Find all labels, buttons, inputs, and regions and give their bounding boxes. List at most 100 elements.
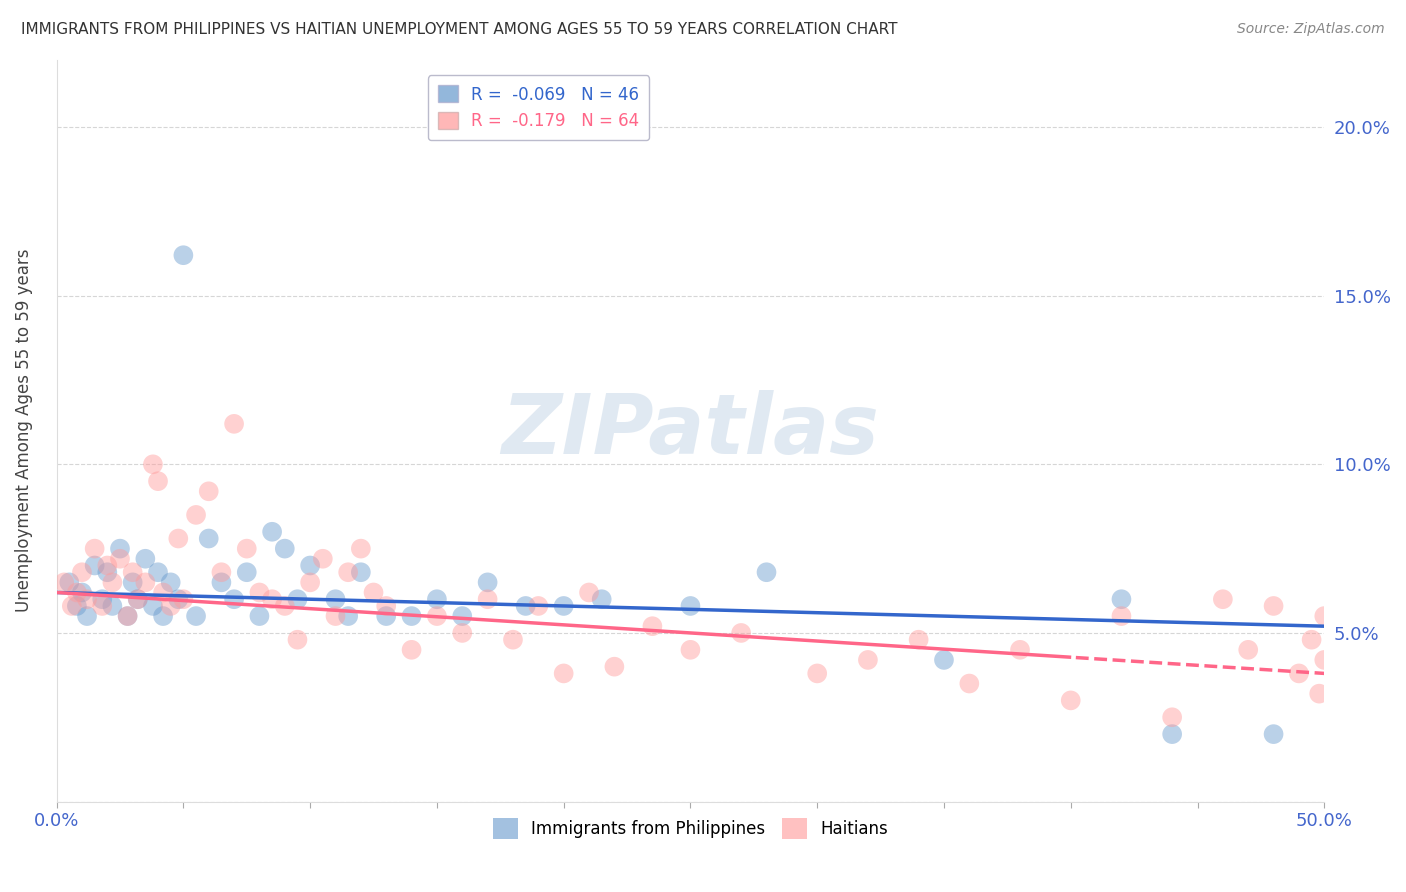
Point bbox=[527, 599, 550, 613]
Point bbox=[249, 609, 271, 624]
Point bbox=[83, 558, 105, 573]
Point bbox=[172, 592, 194, 607]
Point bbox=[142, 458, 165, 472]
Point bbox=[287, 632, 309, 647]
Point bbox=[91, 592, 114, 607]
Point bbox=[1313, 609, 1336, 624]
Point bbox=[375, 599, 398, 613]
Point bbox=[262, 524, 284, 539]
Point bbox=[58, 575, 80, 590]
Point bbox=[184, 508, 207, 522]
Point bbox=[856, 653, 879, 667]
Point bbox=[932, 653, 955, 667]
Point bbox=[66, 599, 89, 613]
Y-axis label: Unemployment Among Ages 55 to 59 years: Unemployment Among Ages 55 to 59 years bbox=[15, 249, 32, 612]
Point bbox=[641, 619, 664, 633]
Point bbox=[477, 592, 499, 607]
Point bbox=[96, 558, 118, 573]
Point bbox=[197, 532, 219, 546]
Point bbox=[134, 575, 156, 590]
Point bbox=[1313, 653, 1336, 667]
Text: ZIPatlas: ZIPatlas bbox=[502, 390, 879, 471]
Point bbox=[451, 609, 474, 624]
Point bbox=[1060, 693, 1083, 707]
Point bbox=[274, 541, 297, 556]
Point bbox=[363, 585, 385, 599]
Point bbox=[806, 666, 828, 681]
Point bbox=[152, 585, 174, 599]
Point bbox=[209, 575, 232, 590]
Point bbox=[1111, 609, 1133, 624]
Point bbox=[1212, 592, 1234, 607]
Point bbox=[1263, 599, 1285, 613]
Point bbox=[679, 599, 702, 613]
Point bbox=[101, 575, 124, 590]
Point bbox=[337, 609, 360, 624]
Point bbox=[451, 626, 474, 640]
Point bbox=[502, 632, 524, 647]
Text: Source: ZipAtlas.com: Source: ZipAtlas.com bbox=[1237, 22, 1385, 37]
Point bbox=[553, 666, 575, 681]
Point bbox=[1237, 642, 1260, 657]
Point bbox=[1288, 666, 1310, 681]
Point bbox=[108, 551, 131, 566]
Point bbox=[209, 566, 232, 580]
Point bbox=[53, 575, 76, 590]
Point bbox=[907, 632, 929, 647]
Point bbox=[167, 592, 190, 607]
Point bbox=[70, 585, 93, 599]
Point bbox=[159, 599, 181, 613]
Point bbox=[1161, 727, 1184, 741]
Point bbox=[66, 585, 89, 599]
Point bbox=[184, 609, 207, 624]
Point bbox=[236, 566, 259, 580]
Point bbox=[76, 592, 98, 607]
Point bbox=[117, 609, 139, 624]
Point bbox=[121, 566, 143, 580]
Point bbox=[957, 676, 980, 690]
Point bbox=[262, 592, 284, 607]
Point bbox=[83, 541, 105, 556]
Point bbox=[159, 575, 181, 590]
Point bbox=[127, 592, 149, 607]
Point bbox=[1308, 687, 1330, 701]
Point bbox=[730, 626, 752, 640]
Point bbox=[553, 599, 575, 613]
Point bbox=[401, 642, 423, 657]
Point bbox=[70, 566, 93, 580]
Point bbox=[236, 541, 259, 556]
Point bbox=[591, 592, 613, 607]
Point bbox=[167, 532, 190, 546]
Point bbox=[755, 566, 778, 580]
Point bbox=[477, 575, 499, 590]
Point bbox=[375, 609, 398, 624]
Point bbox=[197, 484, 219, 499]
Point bbox=[146, 474, 169, 488]
Point bbox=[350, 566, 373, 580]
Point bbox=[76, 609, 98, 624]
Point bbox=[578, 585, 600, 599]
Point bbox=[121, 575, 143, 590]
Point bbox=[91, 599, 114, 613]
Point bbox=[96, 566, 118, 580]
Point bbox=[172, 248, 194, 262]
Point bbox=[1263, 727, 1285, 741]
Point bbox=[222, 417, 245, 431]
Point bbox=[350, 541, 373, 556]
Point bbox=[312, 551, 335, 566]
Point bbox=[679, 642, 702, 657]
Point bbox=[1008, 642, 1031, 657]
Text: IMMIGRANTS FROM PHILIPPINES VS HAITIAN UNEMPLOYMENT AMONG AGES 55 TO 59 YEARS CO: IMMIGRANTS FROM PHILIPPINES VS HAITIAN U… bbox=[21, 22, 897, 37]
Point bbox=[515, 599, 537, 613]
Point bbox=[222, 592, 245, 607]
Point bbox=[117, 609, 139, 624]
Point bbox=[299, 558, 322, 573]
Point bbox=[142, 599, 165, 613]
Point bbox=[1301, 632, 1323, 647]
Point bbox=[287, 592, 309, 607]
Point bbox=[146, 566, 169, 580]
Point bbox=[603, 659, 626, 673]
Point bbox=[127, 592, 149, 607]
Point bbox=[249, 585, 271, 599]
Point bbox=[325, 592, 347, 607]
